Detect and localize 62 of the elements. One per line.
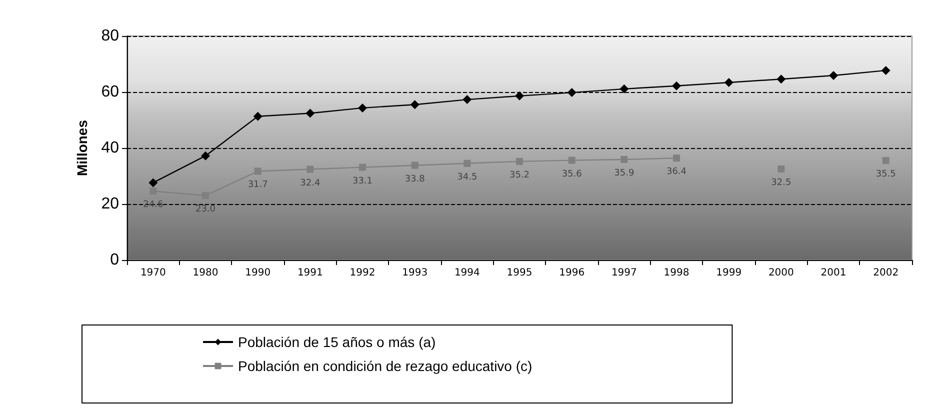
x-tick-label: 2001 bbox=[820, 268, 846, 278]
x-tick-label: 1995 bbox=[506, 268, 532, 278]
x-tick-label: 1998 bbox=[664, 268, 690, 278]
point bbox=[306, 166, 314, 173]
point bbox=[724, 78, 734, 87]
y-tick-label: 0 bbox=[110, 252, 120, 268]
point bbox=[829, 70, 838, 80]
data-label: 35.2 bbox=[509, 170, 530, 180]
data-label: 32.4 bbox=[300, 178, 320, 188]
x-tick-label: 2002 bbox=[873, 268, 899, 278]
data-label: 33.1 bbox=[352, 176, 373, 186]
point bbox=[620, 84, 629, 94]
x-tick-label: 2000 bbox=[768, 268, 794, 278]
data-label: 34.5 bbox=[457, 172, 478, 182]
legend-label: Población en condición de rezago educativo (c) bbox=[238, 358, 532, 374]
point bbox=[410, 100, 420, 110]
x-tick-label: 1970 bbox=[140, 268, 166, 278]
legend-label: Población de 15 años o más (a) bbox=[238, 334, 436, 350]
y-tick-label: 20 bbox=[101, 196, 120, 212]
data-label: 35.9 bbox=[614, 168, 634, 178]
x-tick-label: 1980 bbox=[192, 268, 218, 278]
point bbox=[673, 154, 680, 162]
point bbox=[620, 156, 628, 163]
y-tick-label: 80 bbox=[101, 28, 120, 44]
point bbox=[515, 91, 524, 100]
data-label: 33.8 bbox=[404, 174, 426, 184]
point bbox=[464, 160, 471, 167]
point bbox=[253, 112, 262, 121]
point bbox=[672, 81, 681, 90]
point bbox=[358, 103, 367, 112]
data-label: 32.5 bbox=[771, 178, 792, 188]
x-tick-label: 1993 bbox=[402, 268, 428, 278]
point bbox=[359, 164, 366, 171]
x-tick-label: 1994 bbox=[454, 268, 480, 278]
data-label: 35.6 bbox=[562, 169, 582, 180]
point bbox=[568, 156, 576, 164]
point bbox=[778, 166, 785, 172]
x-tick-label: 1999 bbox=[716, 268, 742, 278]
x-tick-label: 1990 bbox=[245, 268, 271, 278]
point bbox=[148, 178, 158, 188]
point bbox=[254, 168, 262, 175]
x-tick-label: 1991 bbox=[297, 268, 323, 278]
y-tick-label: 60 bbox=[101, 84, 120, 100]
point bbox=[882, 157, 890, 164]
point bbox=[516, 158, 523, 165]
point bbox=[567, 88, 576, 98]
y-axis-title: Millones bbox=[74, 120, 90, 176]
point bbox=[201, 151, 210, 160]
x-tick-label: 1997 bbox=[611, 268, 637, 278]
data-label: 36.4 bbox=[666, 167, 687, 178]
x-tick-label: 1996 bbox=[559, 268, 585, 278]
data-label: 35.5 bbox=[876, 170, 896, 180]
data-label: 31.7 bbox=[248, 180, 268, 190]
point bbox=[881, 66, 890, 75]
point bbox=[306, 108, 315, 118]
data-label: 23.0 bbox=[195, 204, 216, 215]
x-tick-label: 1992 bbox=[350, 268, 376, 278]
point bbox=[150, 188, 157, 195]
point bbox=[776, 74, 786, 84]
point bbox=[462, 95, 472, 104]
point bbox=[411, 162, 418, 169]
y-tick-label: 40 bbox=[101, 140, 120, 156]
